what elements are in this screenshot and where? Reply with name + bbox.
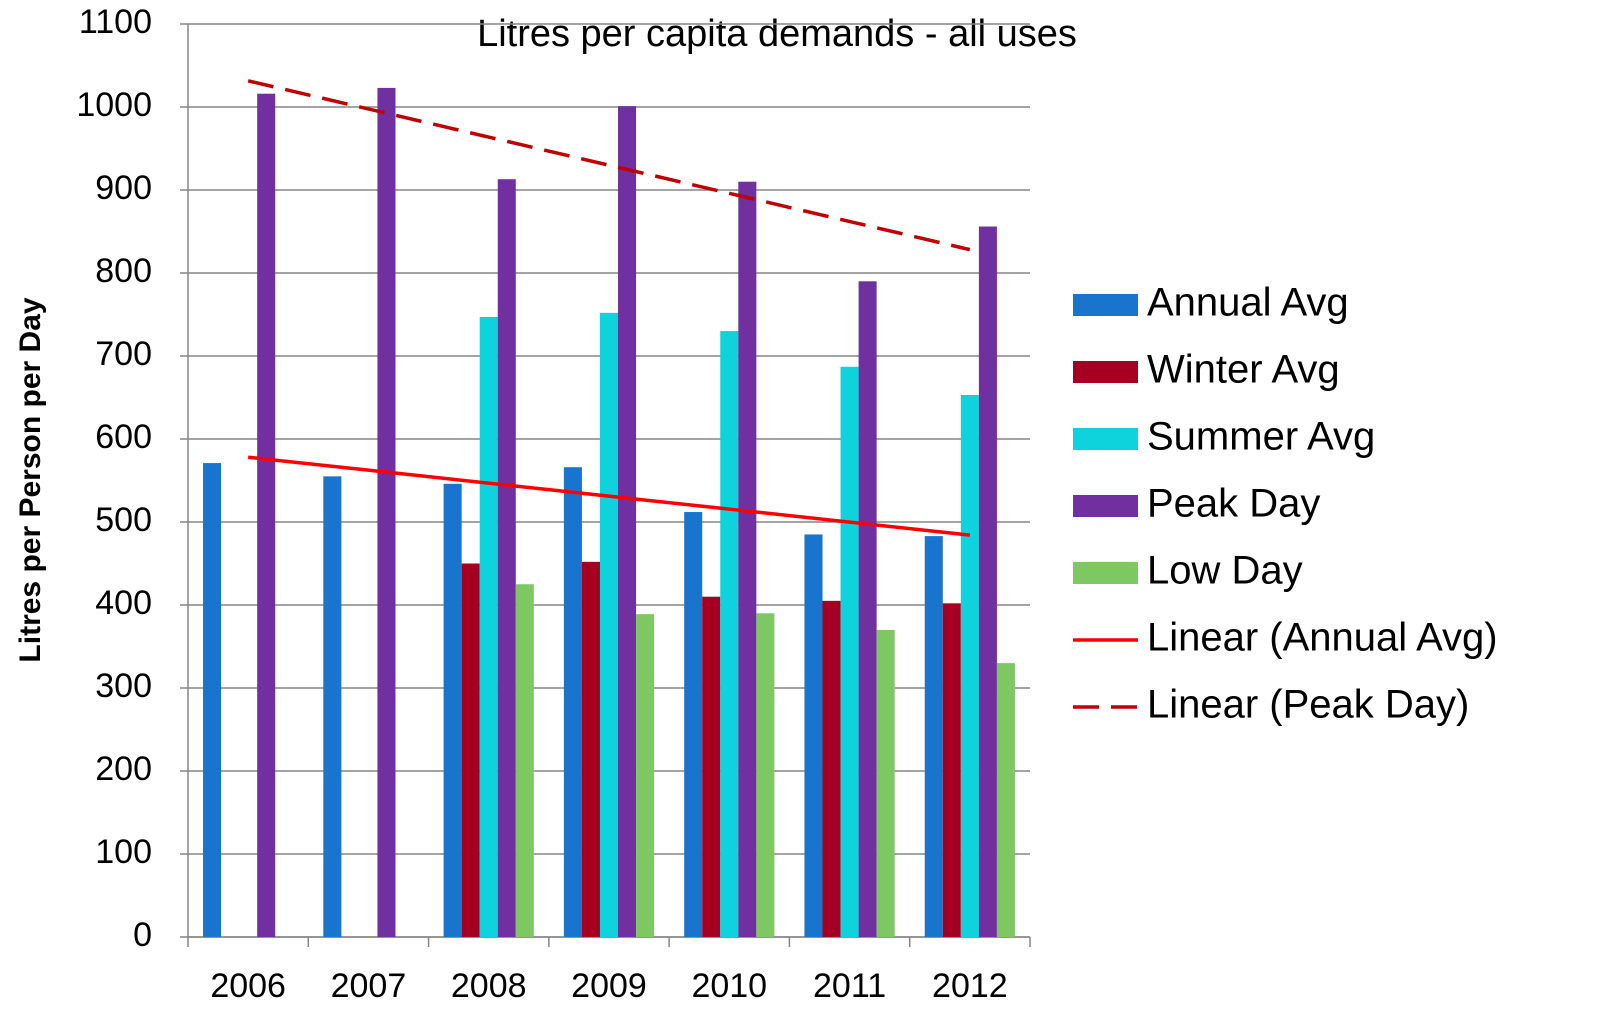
legend-swatch xyxy=(1073,428,1138,450)
x-tick-label: 2009 xyxy=(571,967,647,1005)
x-tick-label: 2011 xyxy=(813,967,886,1005)
y-tick-label: 700 xyxy=(95,335,152,373)
bar xyxy=(996,663,1015,937)
bar xyxy=(876,629,895,937)
bar xyxy=(461,563,480,937)
legend-swatch xyxy=(1073,495,1138,517)
bar xyxy=(978,226,997,937)
bar xyxy=(443,483,462,937)
y-tick-label: 800 xyxy=(95,252,152,290)
legend-label: Low Day xyxy=(1147,549,1303,593)
bar xyxy=(720,331,739,938)
bar xyxy=(684,512,703,937)
trend-line xyxy=(247,79,971,252)
x-tick-label: 2008 xyxy=(451,967,527,1005)
bar xyxy=(702,596,721,937)
y-tick-label: 300 xyxy=(95,667,152,705)
bar xyxy=(497,179,516,937)
bar xyxy=(563,467,582,937)
bar xyxy=(323,476,342,937)
legend-swatch xyxy=(1073,562,1138,584)
legend-label: Peak Day xyxy=(1147,482,1320,526)
y-tick-label: 0 xyxy=(133,916,152,954)
x-tick-label: 2012 xyxy=(932,967,1008,1005)
bar xyxy=(377,87,396,937)
y-tick-label: 200 xyxy=(95,750,152,788)
x-tick-label: 2006 xyxy=(210,967,286,1005)
bar xyxy=(942,603,961,937)
bar xyxy=(804,534,823,937)
legend-label: Linear (Peak Day) xyxy=(1147,683,1469,727)
bar xyxy=(599,312,619,938)
y-tick-label: 400 xyxy=(95,584,152,622)
x-tick-label: 2007 xyxy=(331,967,407,1005)
trend-line xyxy=(247,455,971,537)
bar xyxy=(738,181,757,937)
bar xyxy=(257,93,276,938)
chart-title: Litres per capita demands - all uses xyxy=(477,13,1077,55)
bar xyxy=(636,614,655,937)
bar xyxy=(840,366,859,937)
bar xyxy=(203,463,222,937)
y-tick-label: 100 xyxy=(95,833,152,871)
legend-label: Winter Avg xyxy=(1147,348,1340,392)
bar xyxy=(515,584,534,937)
x-tick-label: 2010 xyxy=(691,967,767,1005)
y-tick-label: 1000 xyxy=(76,86,152,124)
y-tick-label: 500 xyxy=(95,501,152,539)
bar xyxy=(924,536,943,937)
bar xyxy=(581,561,600,937)
y-tick-label: 1100 xyxy=(79,3,152,41)
bar xyxy=(618,106,637,938)
legend-label: Annual Avg xyxy=(1147,281,1349,325)
y-axis-title: Litres per Person per Day xyxy=(14,297,47,662)
bar xyxy=(960,395,979,937)
legend-label: Linear (Annual Avg) xyxy=(1147,616,1498,660)
bar xyxy=(858,281,877,937)
legend-swatch xyxy=(1073,294,1138,316)
bar xyxy=(756,613,775,937)
legend-label: Summer Avg xyxy=(1147,415,1375,459)
y-tick-label: 900 xyxy=(95,169,152,207)
bar xyxy=(822,600,841,937)
legend-swatch xyxy=(1073,361,1138,383)
bar xyxy=(479,316,498,937)
y-tick-label: 600 xyxy=(95,418,152,456)
